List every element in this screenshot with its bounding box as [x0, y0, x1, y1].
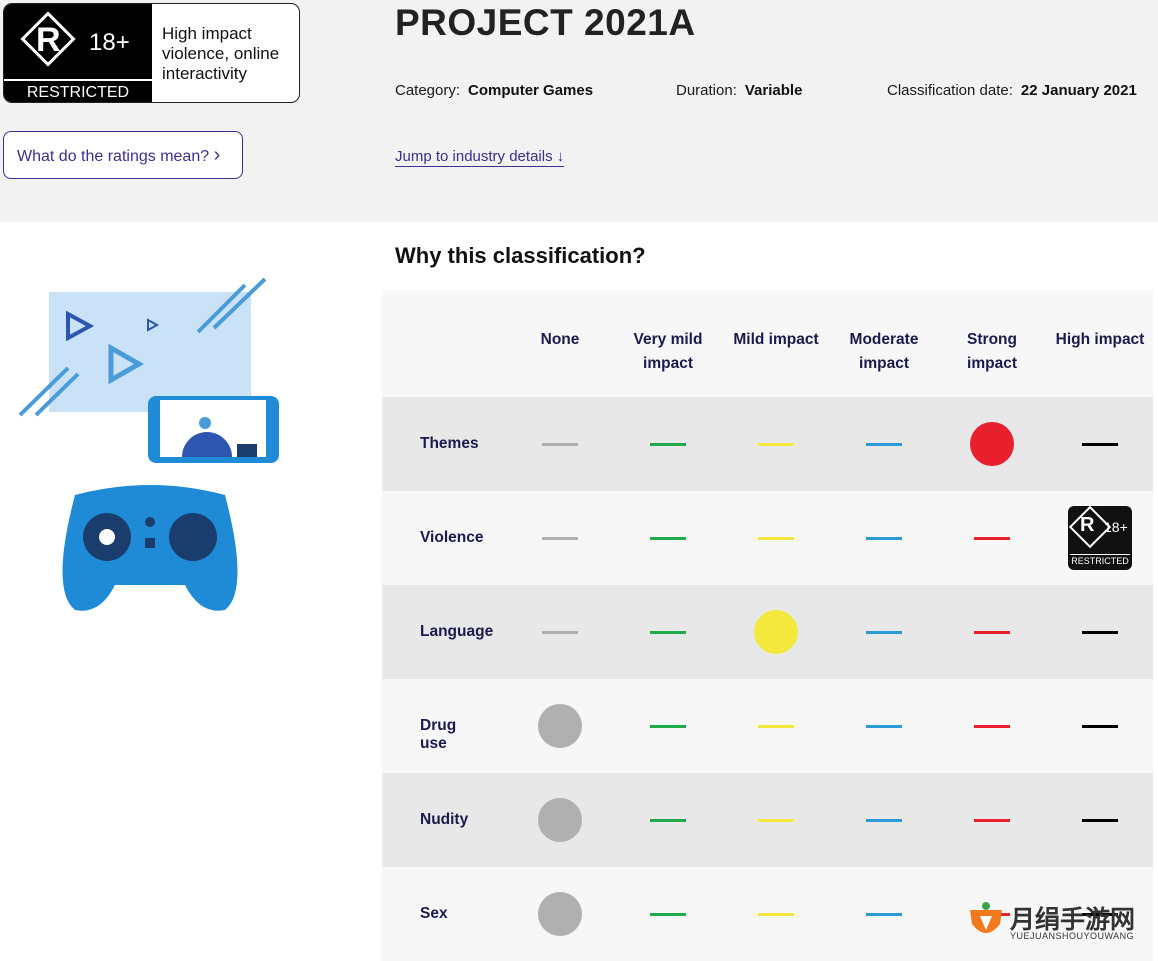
meta-item: Category: Computer Games	[395, 82, 593, 99]
level-dash	[542, 536, 578, 540]
watermark-icon	[970, 902, 1002, 933]
ratings-button[interactable]: What do the ratings mean? ›	[3, 131, 243, 179]
industry-link[interactable]: Jump to industry details ↓	[395, 148, 565, 167]
level-dash	[974, 536, 1010, 540]
play	[147, 318, 160, 332]
badge-description: High impact violence, online interactivi…	[162, 24, 280, 83]
badge-age: 18+	[89, 29, 130, 56]
meta-label: Classification date:	[887, 82, 1013, 99]
watermark-pinyin: YUEJUANSHOUYOUWANG	[1010, 931, 1135, 941]
badge-mark: R 18+ RESTRICTED	[4, 4, 152, 102]
title: PROJECT 2021A	[395, 2, 696, 43]
meta-value: Variable	[744, 82, 803, 99]
meta-value: 22 January 2021	[1020, 82, 1137, 99]
row-label: Nudity	[420, 811, 469, 828]
badge-diamond	[20, 11, 76, 67]
deco	[34, 372, 80, 417]
level-dash	[542, 442, 578, 446]
column-header: High impact	[1055, 331, 1145, 348]
level-dash	[866, 912, 902, 916]
level-circle	[754, 610, 798, 654]
badge-label: RESTRICTED	[4, 79, 152, 102]
play	[66, 310, 95, 342]
badge-label: RESTRICTED	[1070, 554, 1130, 566]
level-dash	[758, 724, 794, 728]
section-title: Why this classification?	[395, 243, 646, 268]
level-dash	[1082, 818, 1118, 822]
play	[108, 343, 145, 385]
level-circle	[538, 798, 582, 842]
level-dash	[542, 630, 578, 634]
meta-label: Category:	[395, 82, 461, 99]
level-dash	[974, 724, 1010, 728]
column-header: Moderate impact	[849, 331, 919, 372]
level-dash	[866, 818, 902, 822]
level-dash	[1082, 442, 1118, 446]
rating-badge: R 18+ RESTRICTED High impact violence, o…	[3, 3, 300, 103]
level-dash	[758, 442, 794, 446]
chevron: ›	[213, 144, 221, 166]
stick-cap	[99, 529, 115, 545]
meta-value: Computer Games	[468, 82, 594, 99]
level-dash	[650, 536, 686, 540]
hill	[182, 432, 232, 457]
rating-badge: R 18+ RESTRICTED	[1068, 505, 1132, 570]
level-dash	[866, 536, 902, 540]
watermark-name: 月绢手游网	[1010, 906, 1136, 934]
level-circle	[538, 704, 582, 748]
deco	[18, 366, 70, 417]
column-header: None	[540, 331, 580, 348]
badge-letter: R	[1080, 514, 1095, 536]
row-label: Violence	[420, 529, 484, 546]
level-dash	[974, 818, 1010, 822]
illustration	[18, 277, 279, 611]
level-dash	[1082, 912, 1118, 916]
level-dash	[650, 442, 686, 446]
deco	[212, 277, 267, 330]
level-dash	[650, 912, 686, 916]
column-header: Mild impact	[733, 331, 819, 348]
watermark: 月绢手游网 YUEJUANSHOUYOUWANG	[966, 898, 1156, 944]
level-circle	[538, 892, 582, 936]
level-dash	[758, 536, 794, 540]
level-dash	[1082, 630, 1118, 634]
badge-age: 18+	[1104, 519, 1128, 535]
meta-item: Classification date: 22 January 2021	[887, 82, 1137, 99]
row-label: Themes	[420, 435, 479, 452]
btn-dot	[145, 517, 155, 527]
ball	[199, 417, 211, 429]
box	[237, 444, 257, 457]
dpad	[169, 513, 217, 561]
level-dash	[866, 724, 902, 728]
level-dash	[758, 818, 794, 822]
level-dash	[1082, 724, 1118, 728]
row-label: Language	[420, 623, 494, 640]
level-dash	[650, 630, 686, 634]
btn-sq	[145, 538, 155, 548]
meta-label: Duration:	[676, 82, 737, 99]
row-label: Drug use	[420, 717, 457, 752]
level-dash	[974, 630, 1010, 634]
meta-item: Duration: Variable	[676, 82, 802, 99]
level-dash	[866, 442, 902, 446]
table-head	[382, 290, 1153, 397]
deco	[196, 283, 247, 334]
column-header: Very mild impact	[633, 331, 703, 372]
level-dash	[866, 630, 902, 634]
row-label: Sex	[420, 905, 448, 922]
level-dash	[758, 912, 794, 916]
button-text: What do the ratings mean?	[17, 148, 210, 165]
level-dash	[650, 818, 686, 822]
badge-letter: R	[36, 21, 61, 59]
level-dash	[650, 724, 686, 728]
column-header: Strong impact	[967, 331, 1017, 372]
level-circle	[970, 422, 1014, 466]
